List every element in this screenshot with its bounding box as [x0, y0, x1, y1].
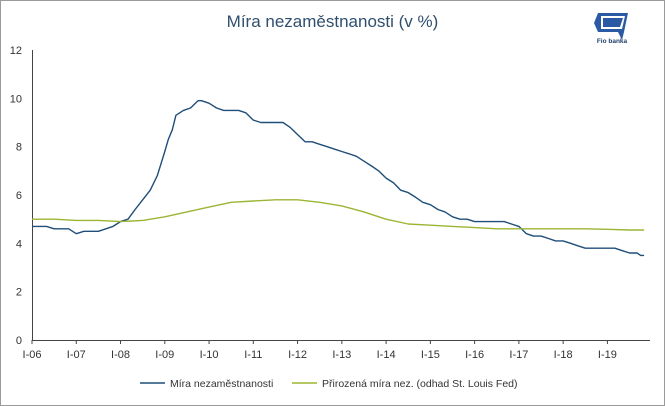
x-tick-label: I-18 [554, 349, 573, 361]
fio-logo-caption: Fio banka [596, 38, 628, 45]
x-tick-label: I-13 [332, 349, 351, 361]
x-tick-label: I-11 [244, 349, 262, 361]
x-tick-label: I-14 [377, 349, 396, 361]
legend-label-natural-rate: Přirozená míra nez. (odhad St. Louis Fed… [322, 378, 518, 390]
y-tick-label: 4 [16, 238, 22, 250]
x-tick-label: I-08 [111, 349, 130, 361]
x-tick-label: I-15 [421, 349, 440, 361]
series-line-unemployment [32, 99, 645, 257]
x-tick-label: I-07 [67, 349, 86, 361]
series-line-natural-rate [32, 199, 645, 231]
y-tick-label: 2 [16, 287, 22, 299]
x-tick-label: I-10 [200, 349, 219, 361]
x-tick-label: I-16 [465, 349, 484, 361]
y-tick-label: 0 [16, 335, 22, 347]
fio-logo-icon [594, 13, 628, 40]
legend-label-unemployment: Míra nezaměstnanosti [170, 378, 273, 390]
x-tick-label: I-17 [509, 349, 528, 361]
y-tick-label: 10 [10, 93, 22, 105]
y-tick-label: 6 [16, 190, 22, 202]
y-tick-label: 8 [16, 142, 22, 154]
x-tick-label: I-12 [288, 349, 307, 361]
y-tick-label: 12 [10, 45, 22, 57]
x-tick-label: I-06 [23, 349, 42, 361]
x-tick-label: I-19 [598, 349, 617, 361]
x-tick-label: I-09 [155, 349, 174, 361]
chart-title: Míra nezaměstnanosti (v %) [226, 12, 439, 31]
